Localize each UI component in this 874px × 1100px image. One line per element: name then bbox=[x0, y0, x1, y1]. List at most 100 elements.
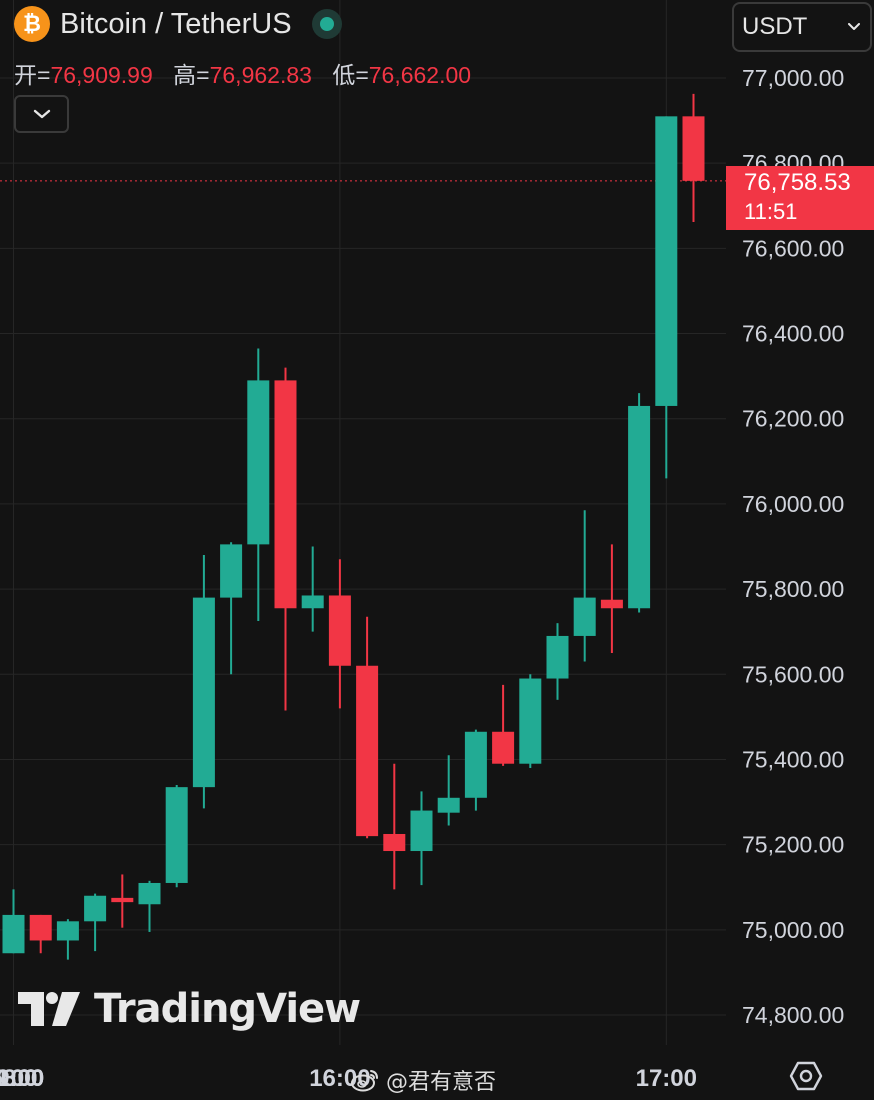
x-tick-label: 5:00 bbox=[0, 1065, 38, 1092]
symbol-title[interactable]: Bitcoin / TetherUS bbox=[60, 7, 292, 40]
candle-16:05 bbox=[356, 616, 379, 839]
y-tick-label: 75,000.00 bbox=[742, 917, 844, 943]
bar-countdown: 11:51 bbox=[744, 199, 798, 224]
candle-15:25 bbox=[138, 880, 161, 932]
candle-body bbox=[192, 597, 215, 788]
candle-15:40 bbox=[220, 542, 243, 675]
candle-body bbox=[84, 895, 107, 922]
market-open-dot bbox=[319, 17, 334, 31]
candle-body bbox=[301, 595, 324, 609]
market-status-icon[interactable] bbox=[311, 9, 342, 39]
candle-body bbox=[220, 544, 243, 598]
high-value: 76,962.83 bbox=[209, 62, 312, 88]
candle-15:05 bbox=[29, 914, 52, 954]
candle-16:35 bbox=[519, 674, 542, 768]
candle-body bbox=[519, 678, 542, 764]
symbol-header[interactable]: ₿ Bitcoin / TetherUS bbox=[14, 6, 342, 42]
candle-body bbox=[29, 914, 52, 941]
ohlc-legend: 开=76,909.99 高=76,962.83 低=76,662.00 bbox=[14, 56, 485, 90]
candle-body bbox=[410, 810, 433, 852]
candle-16:45 bbox=[573, 510, 596, 662]
y-tick-label: 76,400.00 bbox=[742, 321, 844, 347]
candle-15:35 bbox=[192, 555, 215, 809]
y-tick-label: 77,000.00 bbox=[742, 65, 844, 91]
candle-17:00 bbox=[655, 116, 678, 479]
high-label: 高= bbox=[173, 62, 210, 88]
candle-body bbox=[573, 597, 596, 636]
candle-15:50 bbox=[274, 367, 297, 711]
candle-body bbox=[437, 797, 460, 813]
candle-15:45 bbox=[247, 348, 270, 622]
y-tick-label: 76,200.00 bbox=[742, 406, 844, 432]
x-tick-label: 18:0 bbox=[0, 1065, 38, 1092]
y-tick-label: 76,600.00 bbox=[742, 235, 844, 261]
candle-body bbox=[328, 595, 351, 666]
candle-body bbox=[165, 787, 188, 883]
low-value: 76,662.00 bbox=[368, 62, 472, 88]
y-tick-label: 75,200.00 bbox=[742, 832, 844, 858]
chevron-down-icon bbox=[33, 109, 50, 119]
collapse-legend-button[interactable] bbox=[14, 95, 69, 133]
candle-body bbox=[600, 599, 623, 609]
price-axis[interactable]: 77,000.0076,800.0076,600.0076,400.0076,2… bbox=[742, 65, 844, 1028]
y-tick-label: 74,800.00 bbox=[742, 1002, 844, 1028]
weibo-credit: @君有意否 bbox=[350, 1064, 496, 1096]
candle-body bbox=[383, 833, 406, 852]
candle-body bbox=[2, 914, 25, 954]
candle-body bbox=[682, 116, 705, 181]
candle-15:20 bbox=[111, 874, 134, 928]
candle-16:25 bbox=[464, 729, 487, 811]
y-tick-label: 76,000.00 bbox=[742, 491, 844, 517]
settings-hexagon-icon bbox=[789, 1061, 823, 1091]
y-tick-label: 75,600.00 bbox=[742, 661, 844, 687]
candle-16:30 bbox=[492, 684, 515, 766]
candle-body bbox=[356, 665, 379, 837]
candle-16:15 bbox=[410, 791, 433, 886]
current-price-tag: 76,758.53 11:51 bbox=[726, 166, 874, 230]
candle-16:40 bbox=[546, 623, 569, 700]
x-tick-label: 17:00 bbox=[636, 1065, 697, 1092]
candle-15:10 bbox=[56, 919, 79, 960]
candles bbox=[2, 93, 705, 960]
y-tick-label: 75,400.00 bbox=[742, 746, 844, 772]
weibo-icon bbox=[351, 1070, 378, 1092]
open-value: 76,909.99 bbox=[50, 62, 153, 88]
candle-15:30 bbox=[165, 785, 188, 888]
x-tick-label: 20:00 bbox=[0, 1065, 44, 1092]
candle-body bbox=[247, 380, 270, 545]
candle-16:00 bbox=[328, 559, 351, 709]
candle-16:10 bbox=[383, 763, 406, 890]
candle-16:20 bbox=[437, 755, 460, 826]
candle-15:15 bbox=[84, 893, 107, 952]
watermark-text: TradingView bbox=[94, 986, 361, 1032]
candle-15:55 bbox=[301, 546, 324, 632]
currency-select[interactable]: USDT bbox=[732, 2, 872, 52]
candle-body bbox=[138, 882, 161, 905]
candle-body bbox=[492, 731, 515, 764]
x-tick-label: 21:00 bbox=[0, 1065, 44, 1092]
candle-body bbox=[274, 380, 297, 609]
low-label: 低= bbox=[332, 62, 369, 88]
y-tick-label: 75,800.00 bbox=[742, 576, 844, 602]
chevron-down-icon bbox=[848, 23, 860, 30]
currency-value: USDT bbox=[742, 13, 808, 40]
candle-body bbox=[111, 897, 134, 903]
candle-15:00 bbox=[2, 889, 25, 954]
grid-lines bbox=[0, 0, 726, 1045]
candle-body bbox=[464, 731, 487, 798]
chart-settings-button[interactable] bbox=[788, 1058, 824, 1094]
open-label: 开= bbox=[14, 62, 51, 88]
candle-body bbox=[546, 635, 569, 679]
current-price-value: 76,758.53 bbox=[744, 169, 851, 196]
candle-17:05 bbox=[682, 93, 705, 222]
candle-body bbox=[655, 116, 678, 406]
candle-16:50 bbox=[600, 544, 623, 653]
bitcoin-logo-icon: ₿ bbox=[14, 6, 50, 42]
candle-body bbox=[628, 405, 651, 609]
tradingview-watermark[interactable]: TradingView bbox=[18, 986, 361, 1032]
tradingview-logo-icon bbox=[18, 992, 80, 1026]
candle-16:55 bbox=[628, 393, 651, 613]
weibo-handle: @君有意否 bbox=[386, 1070, 497, 1095]
